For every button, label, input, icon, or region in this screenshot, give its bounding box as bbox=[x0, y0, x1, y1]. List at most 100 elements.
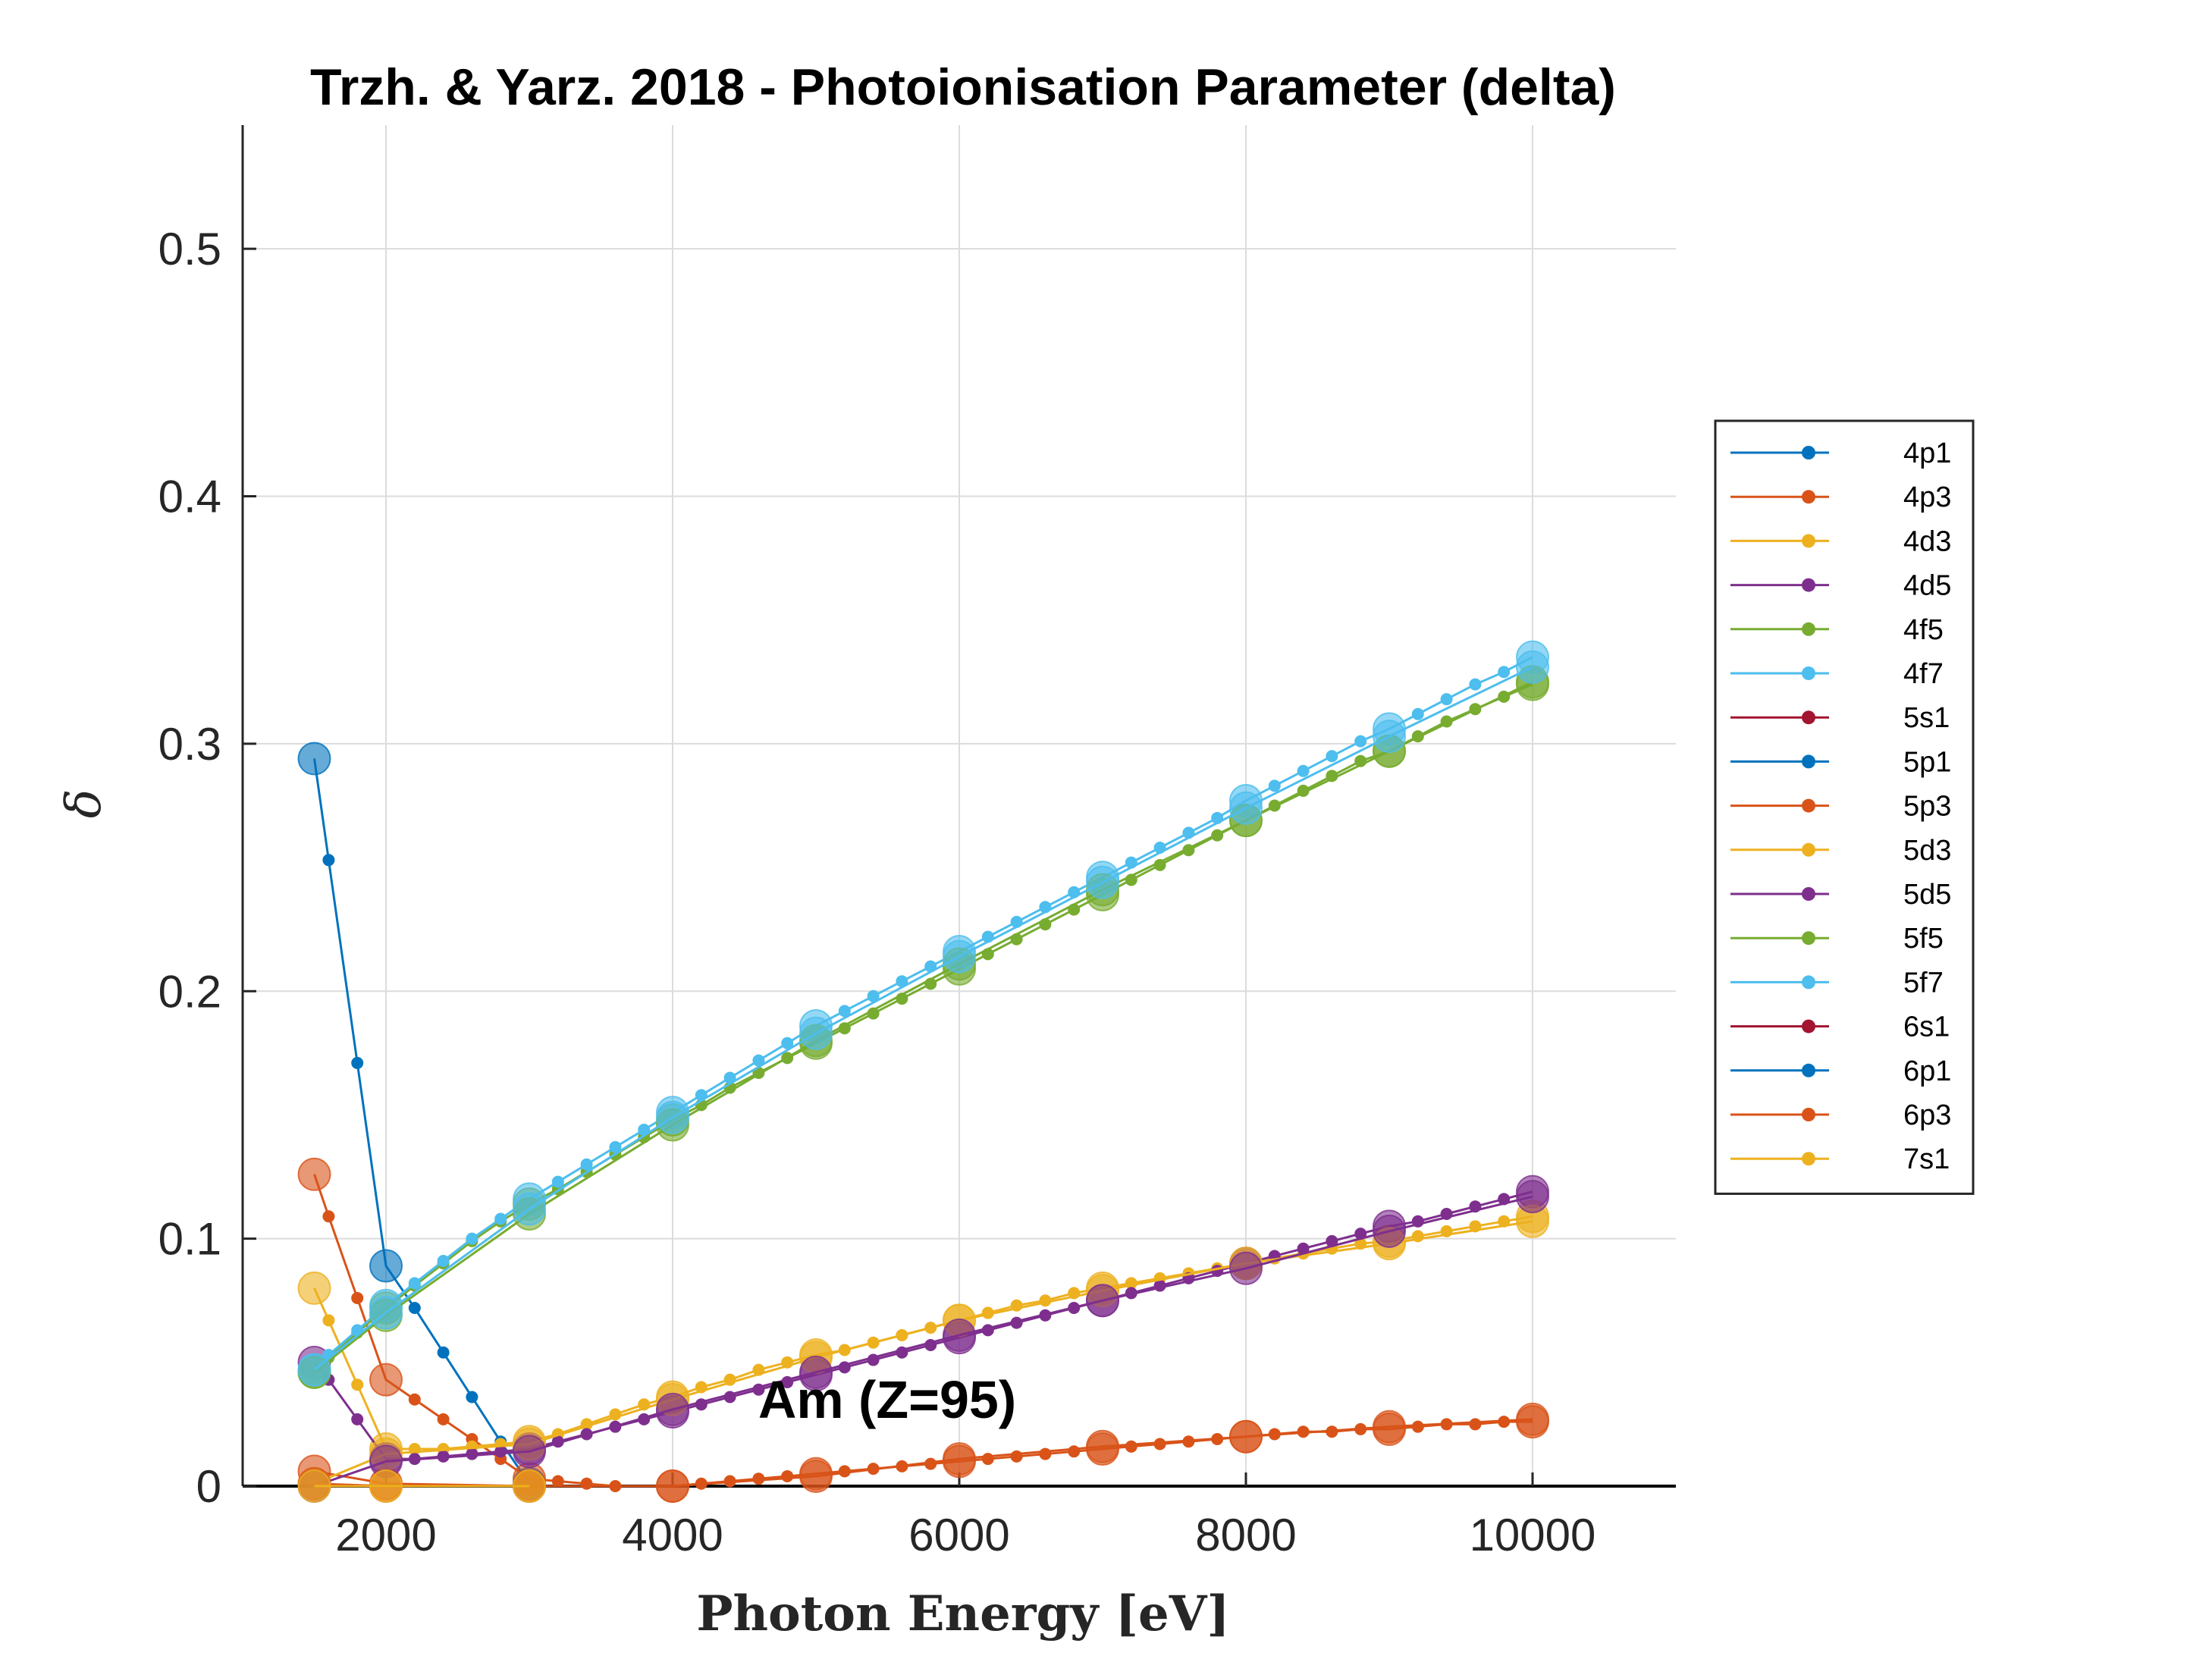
legend-item-4d3: 4d3 bbox=[1730, 525, 1951, 557]
x-tick-label: 4000 bbox=[622, 1510, 723, 1560]
data-point-large bbox=[943, 1318, 976, 1352]
legend-label: 4p1 bbox=[1903, 437, 1951, 469]
legend-label: 5f7 bbox=[1903, 967, 1944, 999]
data-point-large bbox=[1086, 865, 1119, 899]
data-point bbox=[838, 1022, 851, 1035]
grid bbox=[243, 125, 1676, 1486]
legend-label: 4f5 bbox=[1903, 614, 1944, 646]
data-point-large bbox=[943, 939, 976, 974]
tick-labels: 2000 4000 6000 8000 10000 0 0.1 0.2 0.3 0.4 0.5 bbox=[158, 224, 1596, 1560]
data-point-large bbox=[1373, 1214, 1406, 1248]
x-tick-label: 6000 bbox=[908, 1510, 1009, 1560]
legend-item-5s1: 5s1 bbox=[1730, 702, 1950, 734]
data-point bbox=[1039, 1447, 1052, 1460]
data-point bbox=[466, 1232, 478, 1245]
legend-marker bbox=[1802, 578, 1815, 592]
legend-label: 4d3 bbox=[1903, 525, 1951, 557]
series-line-5f5 bbox=[313, 680, 1533, 1374]
legend-label: 4p3 bbox=[1903, 481, 1951, 513]
legend-item-4f5: 4f5 bbox=[1730, 614, 1944, 646]
y-tick-label: 0.3 bbox=[158, 719, 221, 770]
data-point-large bbox=[297, 1271, 331, 1305]
data-point-large bbox=[369, 1363, 403, 1397]
legend-label: 5d3 bbox=[1903, 835, 1951, 867]
data-point-large bbox=[1516, 1180, 1549, 1214]
legend-item-5f7: 5f7 bbox=[1730, 967, 1944, 999]
legend-marker bbox=[1802, 887, 1815, 901]
legend-item-4d5: 4d5 bbox=[1730, 570, 1951, 602]
data-point-large bbox=[799, 1016, 833, 1050]
data-point-large bbox=[369, 1469, 403, 1503]
legend-item-5f5: 5f5 bbox=[1730, 923, 1944, 955]
legend-label: 4f7 bbox=[1903, 658, 1944, 690]
data-point bbox=[981, 1453, 994, 1466]
legend-item-4f7: 4f7 bbox=[1730, 658, 1944, 690]
legend-item-5p3: 5p3 bbox=[1730, 791, 1951, 823]
data-point bbox=[551, 1175, 564, 1188]
data-point bbox=[1411, 1420, 1424, 1433]
legend-marker bbox=[1802, 534, 1815, 548]
series-line-5f7 bbox=[313, 666, 1533, 1371]
data-point bbox=[351, 1291, 364, 1304]
data-point bbox=[351, 1413, 364, 1425]
legend-label: 6p1 bbox=[1903, 1055, 1951, 1087]
data-point-large bbox=[1229, 791, 1263, 825]
x-tick-label: 8000 bbox=[1195, 1510, 1296, 1560]
y-tick-label: 0.2 bbox=[158, 966, 221, 1017]
data-point-large bbox=[943, 1442, 976, 1476]
legend-marker bbox=[1802, 975, 1815, 989]
legend-label: 5p1 bbox=[1903, 746, 1951, 778]
data-point bbox=[1010, 1450, 1023, 1463]
data-point bbox=[1326, 750, 1338, 763]
legend-item-5p1: 5p1 bbox=[1730, 746, 1951, 778]
legend-marker bbox=[1802, 931, 1815, 946]
legend-item-4p1: 4p1 bbox=[1730, 437, 1951, 469]
data-point bbox=[1326, 770, 1338, 782]
data-point bbox=[437, 1255, 450, 1268]
data-point bbox=[580, 1158, 593, 1171]
data-point bbox=[408, 1302, 421, 1315]
legend-item-4p3: 4p3 bbox=[1730, 481, 1951, 513]
data-point bbox=[752, 1472, 765, 1485]
x-tick-label: 2000 bbox=[335, 1510, 436, 1560]
legend-box bbox=[1714, 419, 1975, 1195]
data-point bbox=[322, 854, 335, 867]
data-point bbox=[494, 1212, 507, 1225]
data-point bbox=[580, 1477, 593, 1490]
data-point bbox=[609, 1140, 622, 1153]
legend-marker bbox=[1802, 798, 1815, 813]
legend-marker bbox=[1802, 1063, 1815, 1077]
data-point bbox=[408, 1393, 421, 1406]
series-7s1 bbox=[297, 1469, 546, 1503]
data-point-large bbox=[1373, 720, 1406, 754]
data-point bbox=[1440, 693, 1453, 706]
legend-marker bbox=[1802, 666, 1815, 680]
data-point bbox=[1125, 1440, 1137, 1453]
data-point bbox=[1354, 735, 1367, 748]
data-point bbox=[838, 1465, 851, 1478]
data-point-large bbox=[1229, 1251, 1263, 1285]
legend-item-7s1: 7s1 bbox=[1730, 1143, 1950, 1175]
data-point bbox=[1469, 678, 1482, 691]
data-point bbox=[322, 1314, 335, 1327]
data-point bbox=[408, 1277, 421, 1290]
legend-marker bbox=[1802, 446, 1815, 459]
data-point bbox=[1153, 1438, 1166, 1450]
data-point bbox=[1469, 1418, 1482, 1431]
data-point bbox=[437, 1413, 450, 1425]
data-point bbox=[1411, 707, 1424, 720]
data-point-large bbox=[369, 1249, 403, 1283]
legend-marker bbox=[1802, 1019, 1815, 1033]
chart-title: Trzh. & Yarz. 2018 - Photoionisation Par… bbox=[310, 58, 1616, 116]
data-point-large bbox=[297, 1353, 331, 1387]
data-point-large bbox=[1086, 1284, 1119, 1318]
legend-item-5d5: 5d5 bbox=[1730, 879, 1951, 911]
data-point bbox=[322, 1210, 335, 1223]
data-point-large bbox=[1229, 1419, 1263, 1454]
legend-marker bbox=[1802, 1108, 1815, 1121]
legend-label: 5d5 bbox=[1903, 879, 1951, 911]
y-tick-label: 0.1 bbox=[158, 1214, 221, 1265]
series-line-5d3 bbox=[313, 1220, 1533, 1485]
data-point bbox=[437, 1346, 450, 1359]
legend-marker bbox=[1802, 490, 1815, 504]
